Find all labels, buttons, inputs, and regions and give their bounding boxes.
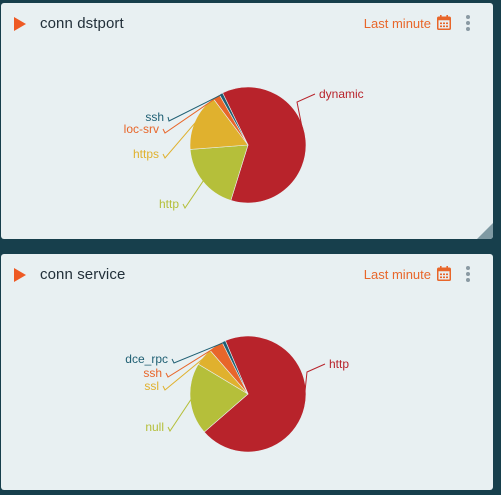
slice-label-ssl: ssl: [144, 379, 159, 393]
slice-label-http: http: [159, 197, 179, 211]
kebab-menu-icon[interactable]: [466, 266, 470, 282]
panel-conn-service: conn service Last minute http null ssl ssh d…: [1, 254, 493, 490]
kebab-menu-icon[interactable]: [466, 15, 470, 31]
leader-line-ssh: [165, 346, 217, 378]
calendar-icon[interactable]: [437, 15, 451, 30]
leader-line-http: [182, 180, 204, 209]
calendar-icon[interactable]: [437, 266, 451, 281]
pie-slice-dce_rpc[interactable]: [221, 340, 249, 395]
leader-line-null: [167, 398, 192, 432]
leader-line-http: [302, 363, 326, 407]
play-icon[interactable]: [14, 17, 26, 31]
pie-slice-ssh[interactable]: [218, 92, 249, 146]
slice-label-null: null: [145, 420, 164, 434]
time-range-button[interactable]: Last minute: [363, 267, 431, 282]
slice-label-ssh: ssh: [145, 110, 164, 124]
slice-label-ssh: ssh: [143, 366, 162, 380]
pie-slice-http[interactable]: [203, 335, 307, 453]
panel-title: conn dstport: [40, 15, 124, 32]
leader-line-ssl: [162, 357, 205, 391]
time-range-button[interactable]: Last minute: [363, 16, 431, 31]
resize-handle[interactable]: [477, 223, 493, 239]
slice-label-loc-srv: loc-srv: [124, 122, 159, 136]
slice-label-dce_rpc: dce_rpc: [125, 352, 168, 366]
play-icon[interactable]: [14, 268, 26, 282]
leader-line-dce_rpc: [171, 341, 225, 364]
slice-label-dynamic: dynamic: [319, 87, 364, 101]
pie-slice-null[interactable]: [189, 363, 249, 433]
leader-line-loc-srv: [162, 97, 218, 134]
panel-conn-dstport: conn dstport Last minute dynamic http http…: [1, 3, 493, 239]
slice-label-http: http: [329, 357, 349, 371]
pie-slice-dynamic[interactable]: [222, 86, 307, 204]
panel-title: conn service: [40, 266, 126, 283]
slice-label-https: https: [133, 147, 159, 161]
leader-line-ssh: [167, 94, 222, 122]
leader-line-https: [162, 121, 197, 159]
leader-line-dynamic: [296, 93, 316, 141]
